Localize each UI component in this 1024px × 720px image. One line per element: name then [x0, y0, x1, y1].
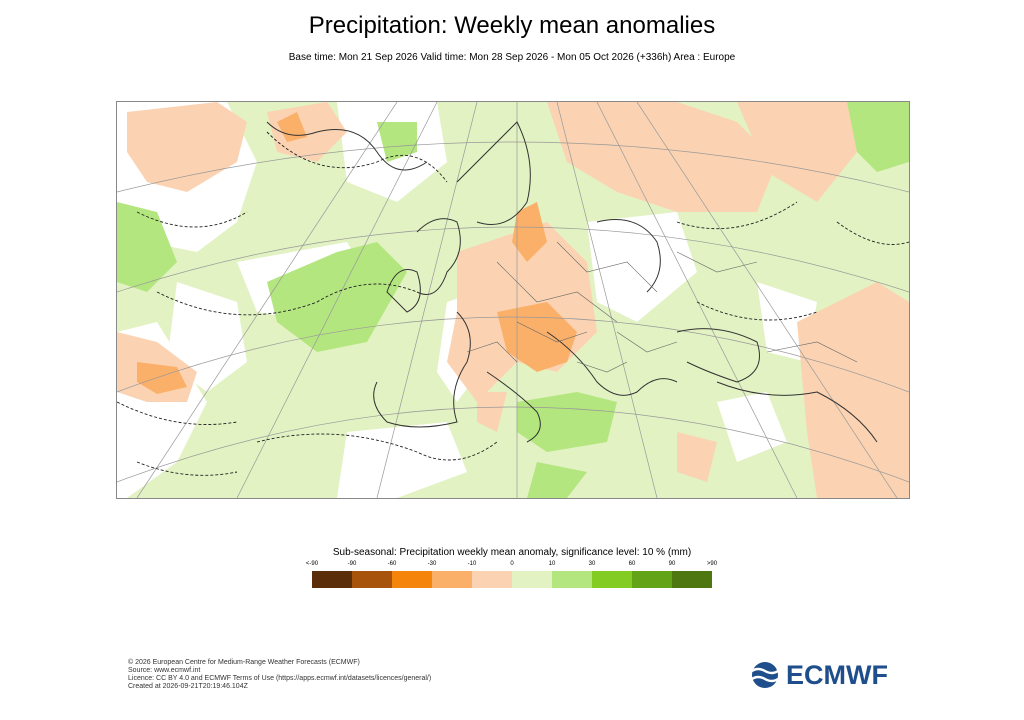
legend-tick: 30	[588, 561, 596, 567]
legend-tick: <-90	[305, 561, 319, 567]
page-subtitle: Base time: Mon 21 Sep 2026 Valid time: M…	[288, 52, 736, 63]
legend-tick: 0	[510, 561, 514, 567]
legend-swatch	[552, 571, 592, 588]
legend-tick: -10	[467, 561, 477, 567]
legend-swatch	[672, 571, 712, 588]
country-borders	[466, 241, 858, 373]
footer-source: Source: www.ecmwf.int	[128, 667, 201, 674]
legend-tick: 90	[668, 561, 676, 567]
legend-swatch	[472, 571, 512, 588]
legend-swatch	[312, 571, 352, 588]
coastlines	[266, 121, 878, 443]
legend-tick: -90	[347, 561, 357, 567]
legend-tick: 60	[628, 561, 636, 567]
legend-swatch	[352, 571, 392, 588]
map-canvas	[117, 102, 909, 498]
significance-contours	[117, 131, 909, 476]
footer: © 2026 European Centre for Medium-Range …	[128, 659, 431, 691]
legend-tick: -30	[427, 561, 437, 567]
legend-ticks: <-90 -90 -60 -30 -10 0 10 30 60 90 >90	[306, 561, 717, 571]
anomaly-map[interactable]	[116, 101, 910, 499]
legend-swatch	[592, 571, 632, 588]
footer-created: Created at 2026-09-21T20:19:46.104Z	[128, 683, 248, 690]
wet-medium-areas	[117, 102, 909, 498]
logo-text: ECMWF	[786, 659, 888, 690]
ecmwf-logo-icon	[751, 662, 779, 688]
legend-swatch	[632, 571, 672, 588]
legend-swatch	[512, 571, 552, 588]
footer-licence: Licence: CC BY 4.0 and ECMWF Terms of Us…	[128, 675, 432, 682]
page-title: Precipitation: Weekly mean anomalies	[308, 12, 716, 39]
legend-swatch	[392, 571, 432, 588]
legend-tick: -60	[387, 561, 397, 567]
ecmwf-logo[interactable]: ECMWF	[748, 660, 888, 690]
graticule	[117, 102, 909, 498]
legend-tick: >90	[706, 561, 718, 567]
legend-title: Sub-seasonal: Precipitation weekly mean …	[332, 547, 692, 558]
legend-color-bar	[312, 571, 712, 588]
legend-swatch	[432, 571, 472, 588]
footer-copyright: © 2026 European Centre for Medium-Range …	[128, 659, 360, 666]
legend-tick: 10	[548, 561, 556, 567]
